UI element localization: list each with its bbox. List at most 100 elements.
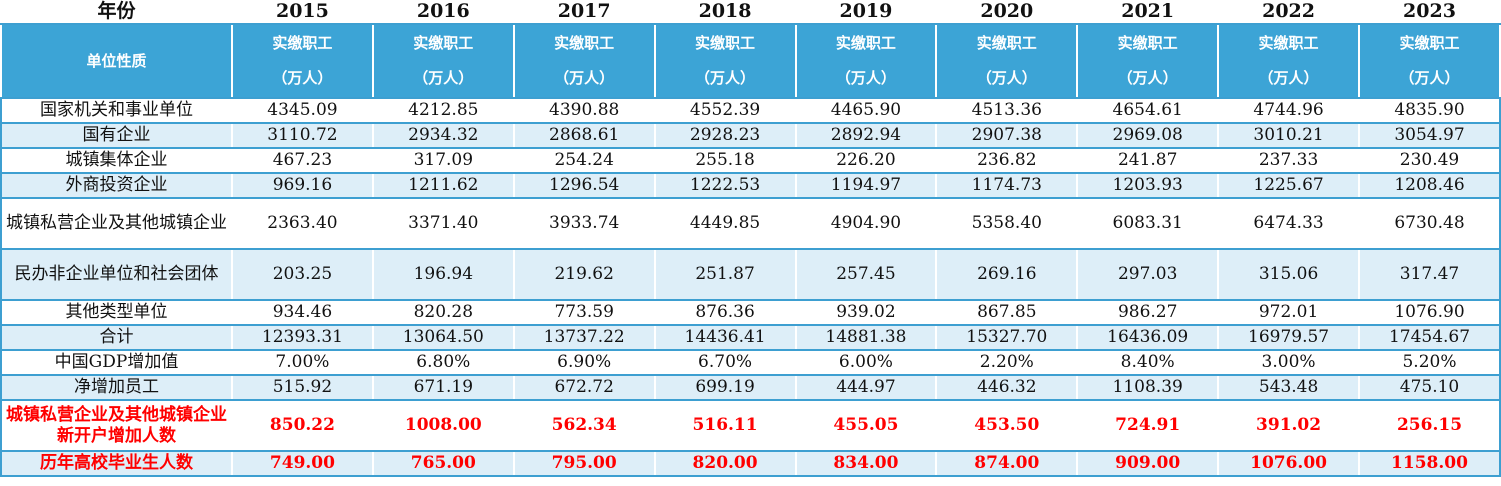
table-cell: 226.20 bbox=[794, 147, 938, 174]
table-cell: 8.40% bbox=[1076, 349, 1220, 376]
table-cell: 562.34 bbox=[512, 399, 656, 452]
row-label-header: 单位性质 bbox=[0, 23, 233, 99]
table-cell: 724.91 bbox=[1076, 399, 1220, 452]
table-cell: 230.49 bbox=[1358, 147, 1501, 174]
table-cell: 834.00 bbox=[794, 450, 938, 477]
table-cell: 4654.61 bbox=[1076, 97, 1220, 124]
table-cell: 850.22 bbox=[231, 399, 374, 452]
table-cell: 6083.31 bbox=[1076, 197, 1220, 250]
table-cell: 516.11 bbox=[653, 399, 797, 452]
table-cell: 699.19 bbox=[653, 374, 797, 401]
table-body: 国家机关和事业单位 4345.09 4212.85 4390.88 4552.39 446… bbox=[0, 97, 1501, 477]
table-cell: 2363.40 bbox=[231, 197, 374, 250]
table-cell: 453.50 bbox=[935, 399, 1079, 452]
table-cell: 1076.90 bbox=[1358, 299, 1501, 326]
column-header-title: 实缴职工 bbox=[1258, 34, 1319, 52]
table-cell: 2892.94 bbox=[794, 122, 938, 149]
table-cell: 203.25 bbox=[231, 248, 374, 301]
table-cell: 749.00 bbox=[231, 450, 374, 477]
year-header-2019: 2019 bbox=[794, 0, 938, 25]
table-cell: 255.18 bbox=[653, 147, 797, 174]
table-cell: 1194.97 bbox=[794, 172, 938, 199]
row-label: 城镇私营企业及其他城镇企业 bbox=[0, 197, 233, 250]
column-header: 实缴职工 （万人） bbox=[1358, 23, 1501, 99]
table-row: 国有企业 3110.72 2934.32 2868.61 2928.23 2892.94 2… bbox=[0, 122, 1501, 149]
column-header-title: 实缴职工 bbox=[1399, 34, 1460, 52]
row-label: 中国GDP增加值 bbox=[0, 349, 233, 376]
column-header: 实缴职工 （万人） bbox=[231, 23, 374, 99]
table-cell: 6730.48 bbox=[1358, 197, 1501, 250]
table-cell: 14436.41 bbox=[653, 324, 797, 351]
table-cell: 467.23 bbox=[231, 147, 374, 174]
year-row: 年份 2015 2016 2017 2018 2019 2020 2021 2022 2023 bbox=[0, 0, 1501, 25]
column-header: 实缴职工 （万人） bbox=[794, 23, 938, 99]
table-cell: 12393.31 bbox=[231, 324, 374, 351]
year-header-2017: 2017 bbox=[512, 0, 656, 25]
column-header-unit: （万人） bbox=[1399, 69, 1460, 87]
row-label: 城镇私营企业及其他城镇企业新开户增加人数 bbox=[0, 399, 233, 452]
table-cell: 6.00% bbox=[794, 349, 938, 376]
column-header-title: 实缴职工 bbox=[554, 34, 615, 52]
column-header-unit: （万人） bbox=[272, 69, 333, 87]
table-cell: 13737.22 bbox=[512, 324, 656, 351]
table-cell: 820.28 bbox=[371, 299, 515, 326]
table-cell: 196.94 bbox=[371, 248, 515, 301]
table-cell: 16979.57 bbox=[1217, 324, 1360, 351]
row-label: 国家机关和事业单位 bbox=[0, 97, 233, 124]
table-cell: 251.87 bbox=[653, 248, 797, 301]
year-header-2015: 2015 bbox=[231, 0, 374, 25]
column-header: 实缴职工 （万人） bbox=[371, 23, 515, 99]
table-row: 净增加员工 515.92 671.19 672.72 699.19 444.97 446.3… bbox=[0, 374, 1501, 401]
table-cell: 934.46 bbox=[231, 299, 374, 326]
table-cell: 6.90% bbox=[512, 349, 656, 376]
table-cell: 219.62 bbox=[512, 248, 656, 301]
table-cell: 269.16 bbox=[935, 248, 1079, 301]
table-cell: 3054.97 bbox=[1358, 122, 1501, 149]
table-cell: 1008.00 bbox=[371, 399, 515, 452]
table-cell: 236.82 bbox=[935, 147, 1079, 174]
table-cell: 876.36 bbox=[653, 299, 797, 326]
table-cell: 671.19 bbox=[371, 374, 515, 401]
table-cell: 3933.74 bbox=[512, 197, 656, 250]
table-cell: 972.01 bbox=[1217, 299, 1360, 326]
table-cell: 6.80% bbox=[371, 349, 515, 376]
table-cell: 446.32 bbox=[935, 374, 1079, 401]
column-header: 实缴职工 （万人） bbox=[1076, 23, 1220, 99]
column-header-unit: （万人） bbox=[1117, 69, 1178, 87]
year-header-2022: 2022 bbox=[1217, 0, 1360, 25]
table-row: 历年高校毕业生人数 749.00 765.00 795.00 820.00 834.00 8… bbox=[0, 450, 1501, 477]
table-cell: 4345.09 bbox=[231, 97, 374, 124]
table-cell: 2969.08 bbox=[1076, 122, 1220, 149]
column-header-title: 实缴职工 bbox=[272, 34, 333, 52]
table-cell: 257.45 bbox=[794, 248, 938, 301]
table-cell: 256.15 bbox=[1358, 399, 1501, 452]
row-label: 外商投资企业 bbox=[0, 172, 233, 199]
year-header-2021: 2021 bbox=[1076, 0, 1220, 25]
year-header-2020: 2020 bbox=[935, 0, 1079, 25]
table-cell: 4513.36 bbox=[935, 97, 1079, 124]
table-cell: 2.20% bbox=[935, 349, 1079, 376]
table-cell: 254.24 bbox=[512, 147, 656, 174]
table-cell: 14881.38 bbox=[794, 324, 938, 351]
table-cell: 391.02 bbox=[1217, 399, 1360, 452]
table-cell: 874.00 bbox=[935, 450, 1079, 477]
table-cell: 4465.90 bbox=[794, 97, 938, 124]
table-cell: 5358.40 bbox=[935, 197, 1079, 250]
table-cell: 2868.61 bbox=[512, 122, 656, 149]
row-label: 净增加员工 bbox=[0, 374, 233, 401]
table-cell: 4552.39 bbox=[653, 97, 797, 124]
table-cell: 2934.32 bbox=[371, 122, 515, 149]
table-cell: 4835.90 bbox=[1358, 97, 1501, 124]
table-cell: 939.02 bbox=[794, 299, 938, 326]
column-header: 实缴职工 （万人） bbox=[1217, 23, 1360, 99]
table-cell: 1225.67 bbox=[1217, 172, 1360, 199]
year-header-2023: 2023 bbox=[1358, 0, 1501, 25]
table-cell: 515.92 bbox=[231, 374, 374, 401]
table-cell: 475.10 bbox=[1358, 374, 1501, 401]
table-cell: 1296.54 bbox=[512, 172, 656, 199]
table-cell: 4904.90 bbox=[794, 197, 938, 250]
table-cell: 795.00 bbox=[512, 450, 656, 477]
year-header-2016: 2016 bbox=[371, 0, 515, 25]
row-label: 合计 bbox=[0, 324, 233, 351]
table-cell: 17454.67 bbox=[1358, 324, 1501, 351]
